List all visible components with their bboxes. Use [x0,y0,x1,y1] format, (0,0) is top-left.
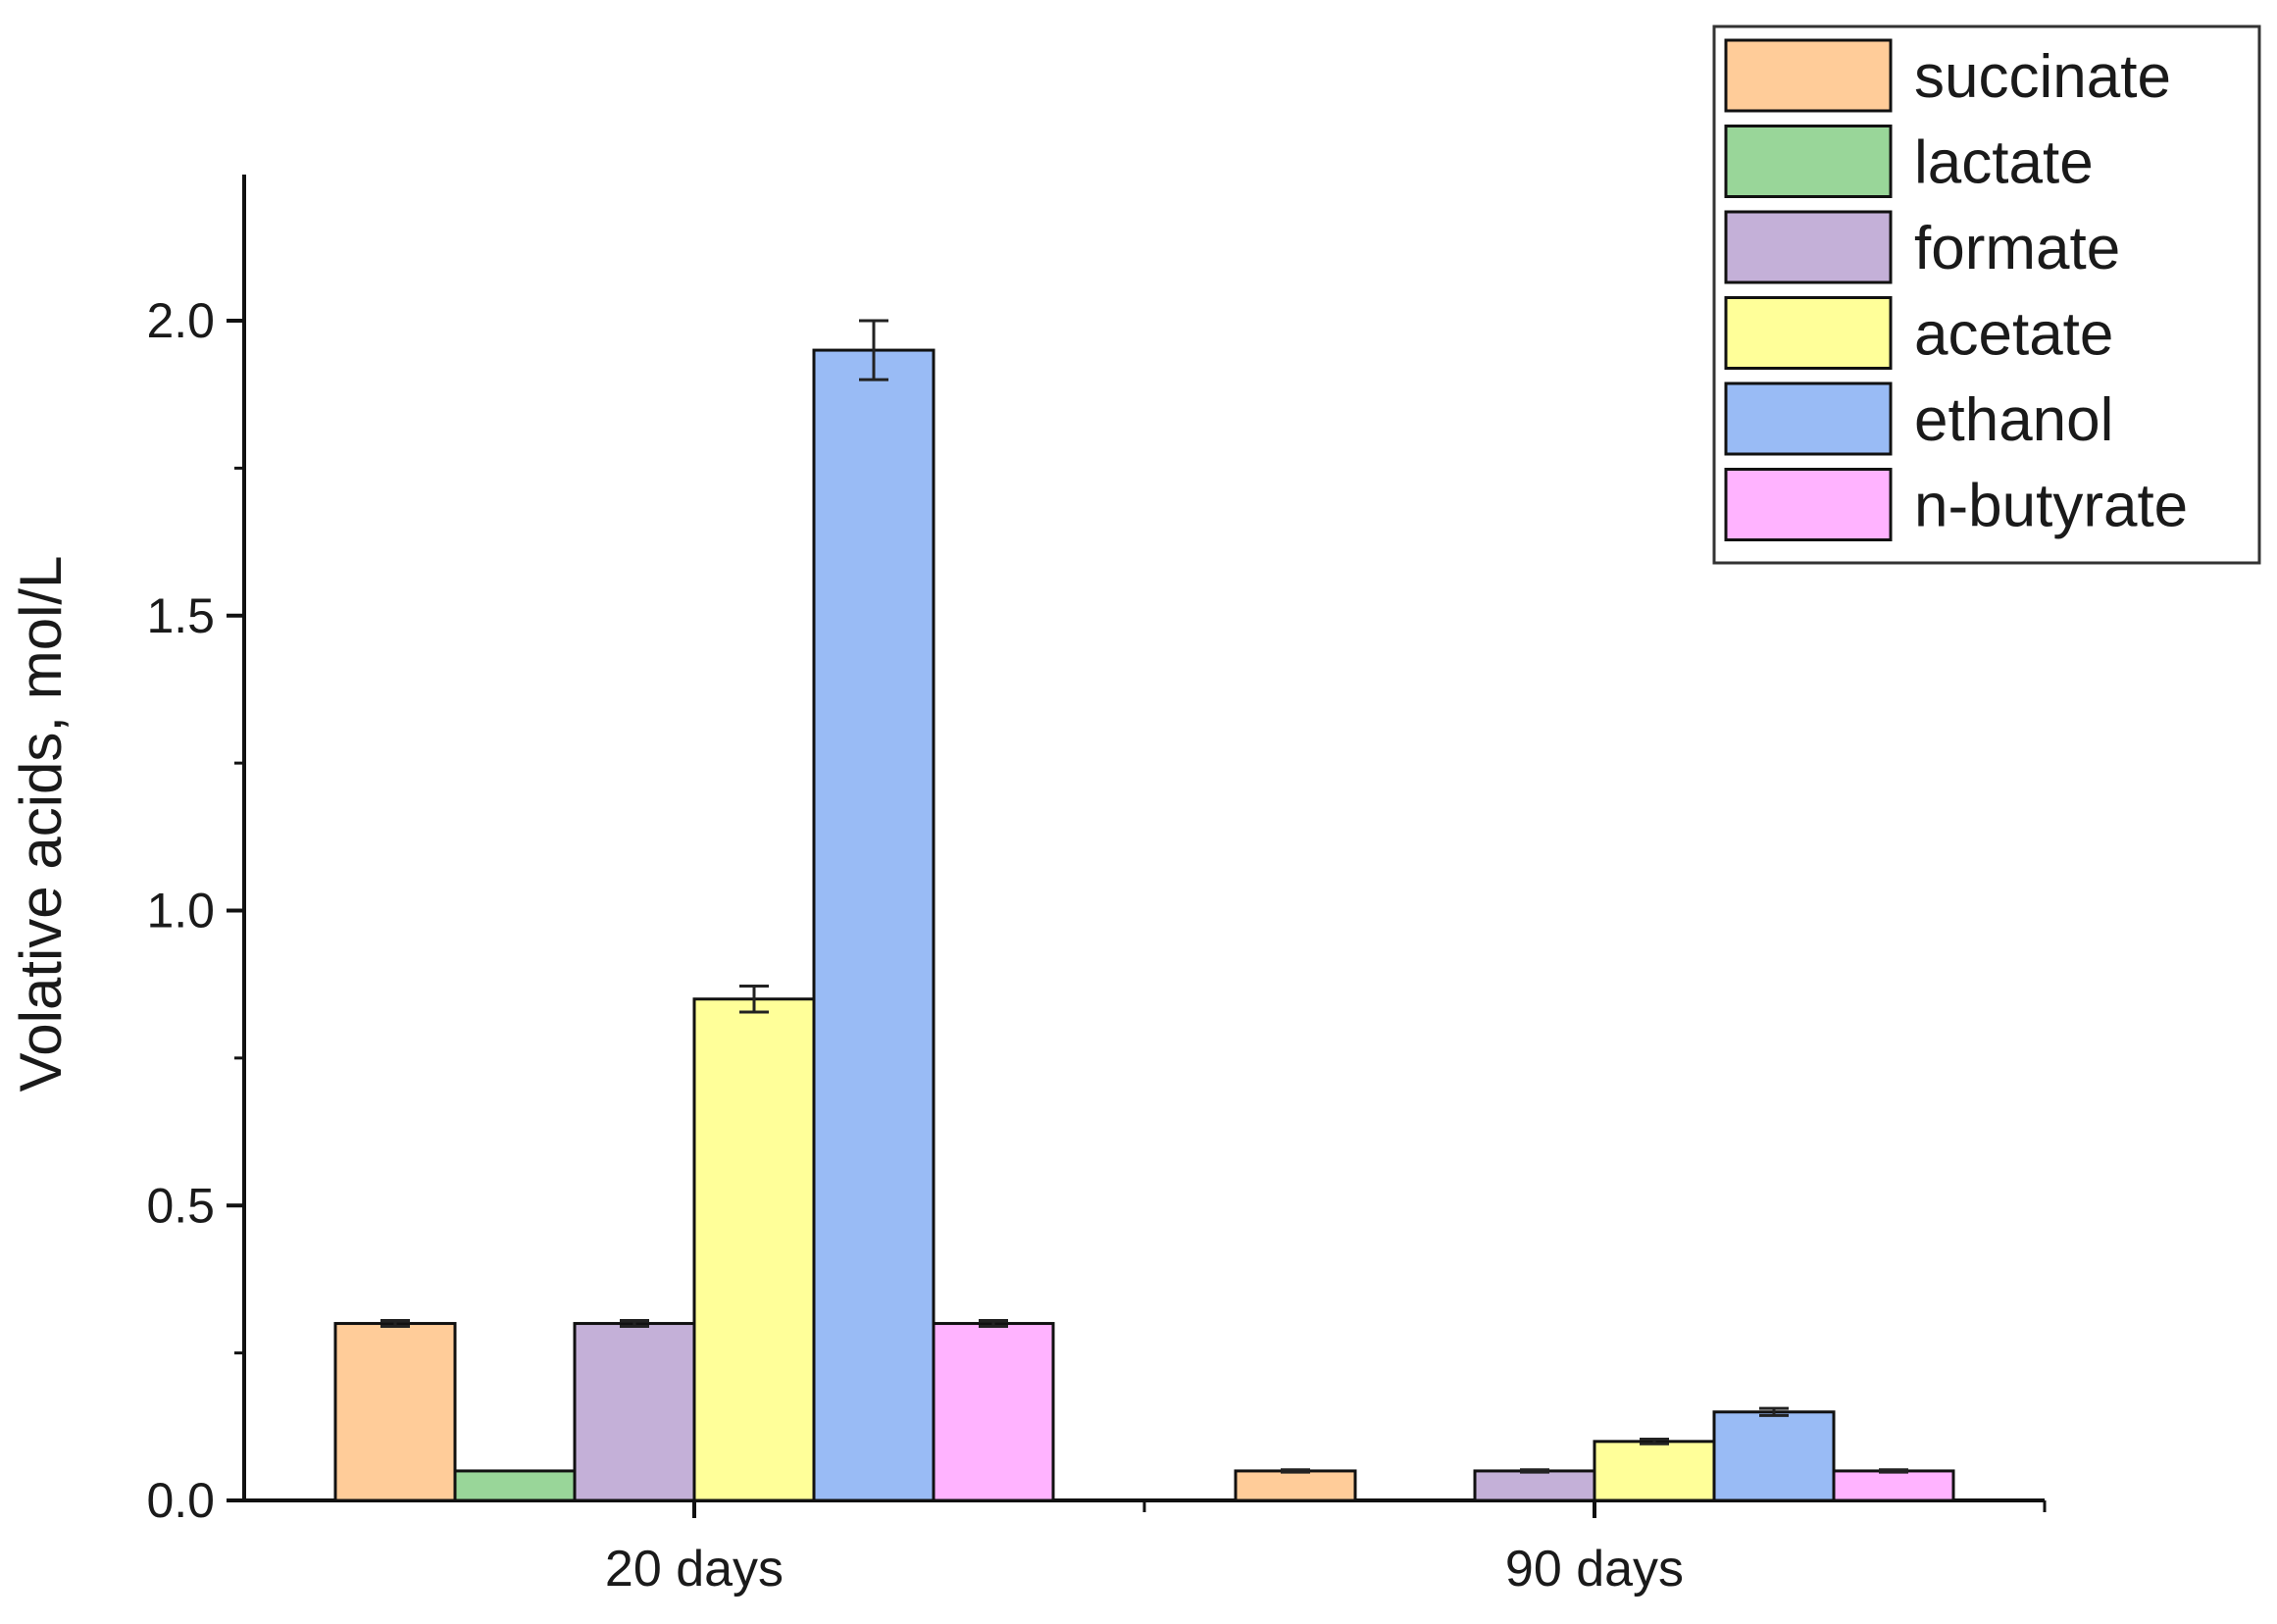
legend-label: n-butyrate [1914,473,2188,540]
y-tick-label: 2.0 [146,293,215,348]
x-tick-label: 90 days [1505,1541,1684,1598]
bar [333,1322,457,1502]
bar [1712,1410,1836,1502]
y-tick-label: 1.5 [146,588,215,643]
bar [1832,1469,1955,1502]
legend-swatch [1724,296,1893,370]
bar [573,1322,696,1502]
legend-swatch [1724,381,1893,456]
legend-swatch [1724,468,1893,541]
bar [1593,1440,1716,1502]
y-axis-title: Volative acids, mol/L [8,556,74,1092]
legend-swatch [1724,210,1893,284]
legend-label: lactate [1914,129,2094,197]
x-tick-label: 20 days [605,1541,784,1598]
bar [932,1322,1055,1502]
bar [692,997,816,1502]
bars-group [333,348,1955,1502]
bar [453,1469,577,1502]
legend-swatch [1724,125,1893,198]
y-tick-label: 1.0 [146,884,215,939]
bar [1234,1469,1357,1502]
legend-label: formate [1914,215,2120,282]
bar [1473,1469,1596,1502]
bar [812,348,936,1502]
y-tick-label: 0.5 [146,1178,215,1233]
y-tick-label: 0.0 [146,1473,215,1528]
legend-label: ethanol [1914,386,2113,454]
legend-label: succinate [1914,43,2171,111]
error-bars-group [380,319,1908,1474]
legend-label: acetate [1914,301,2113,369]
legend-swatch [1724,38,1893,113]
legend: succinate lactate formate acetate ethanol n-b… [1712,25,2261,565]
